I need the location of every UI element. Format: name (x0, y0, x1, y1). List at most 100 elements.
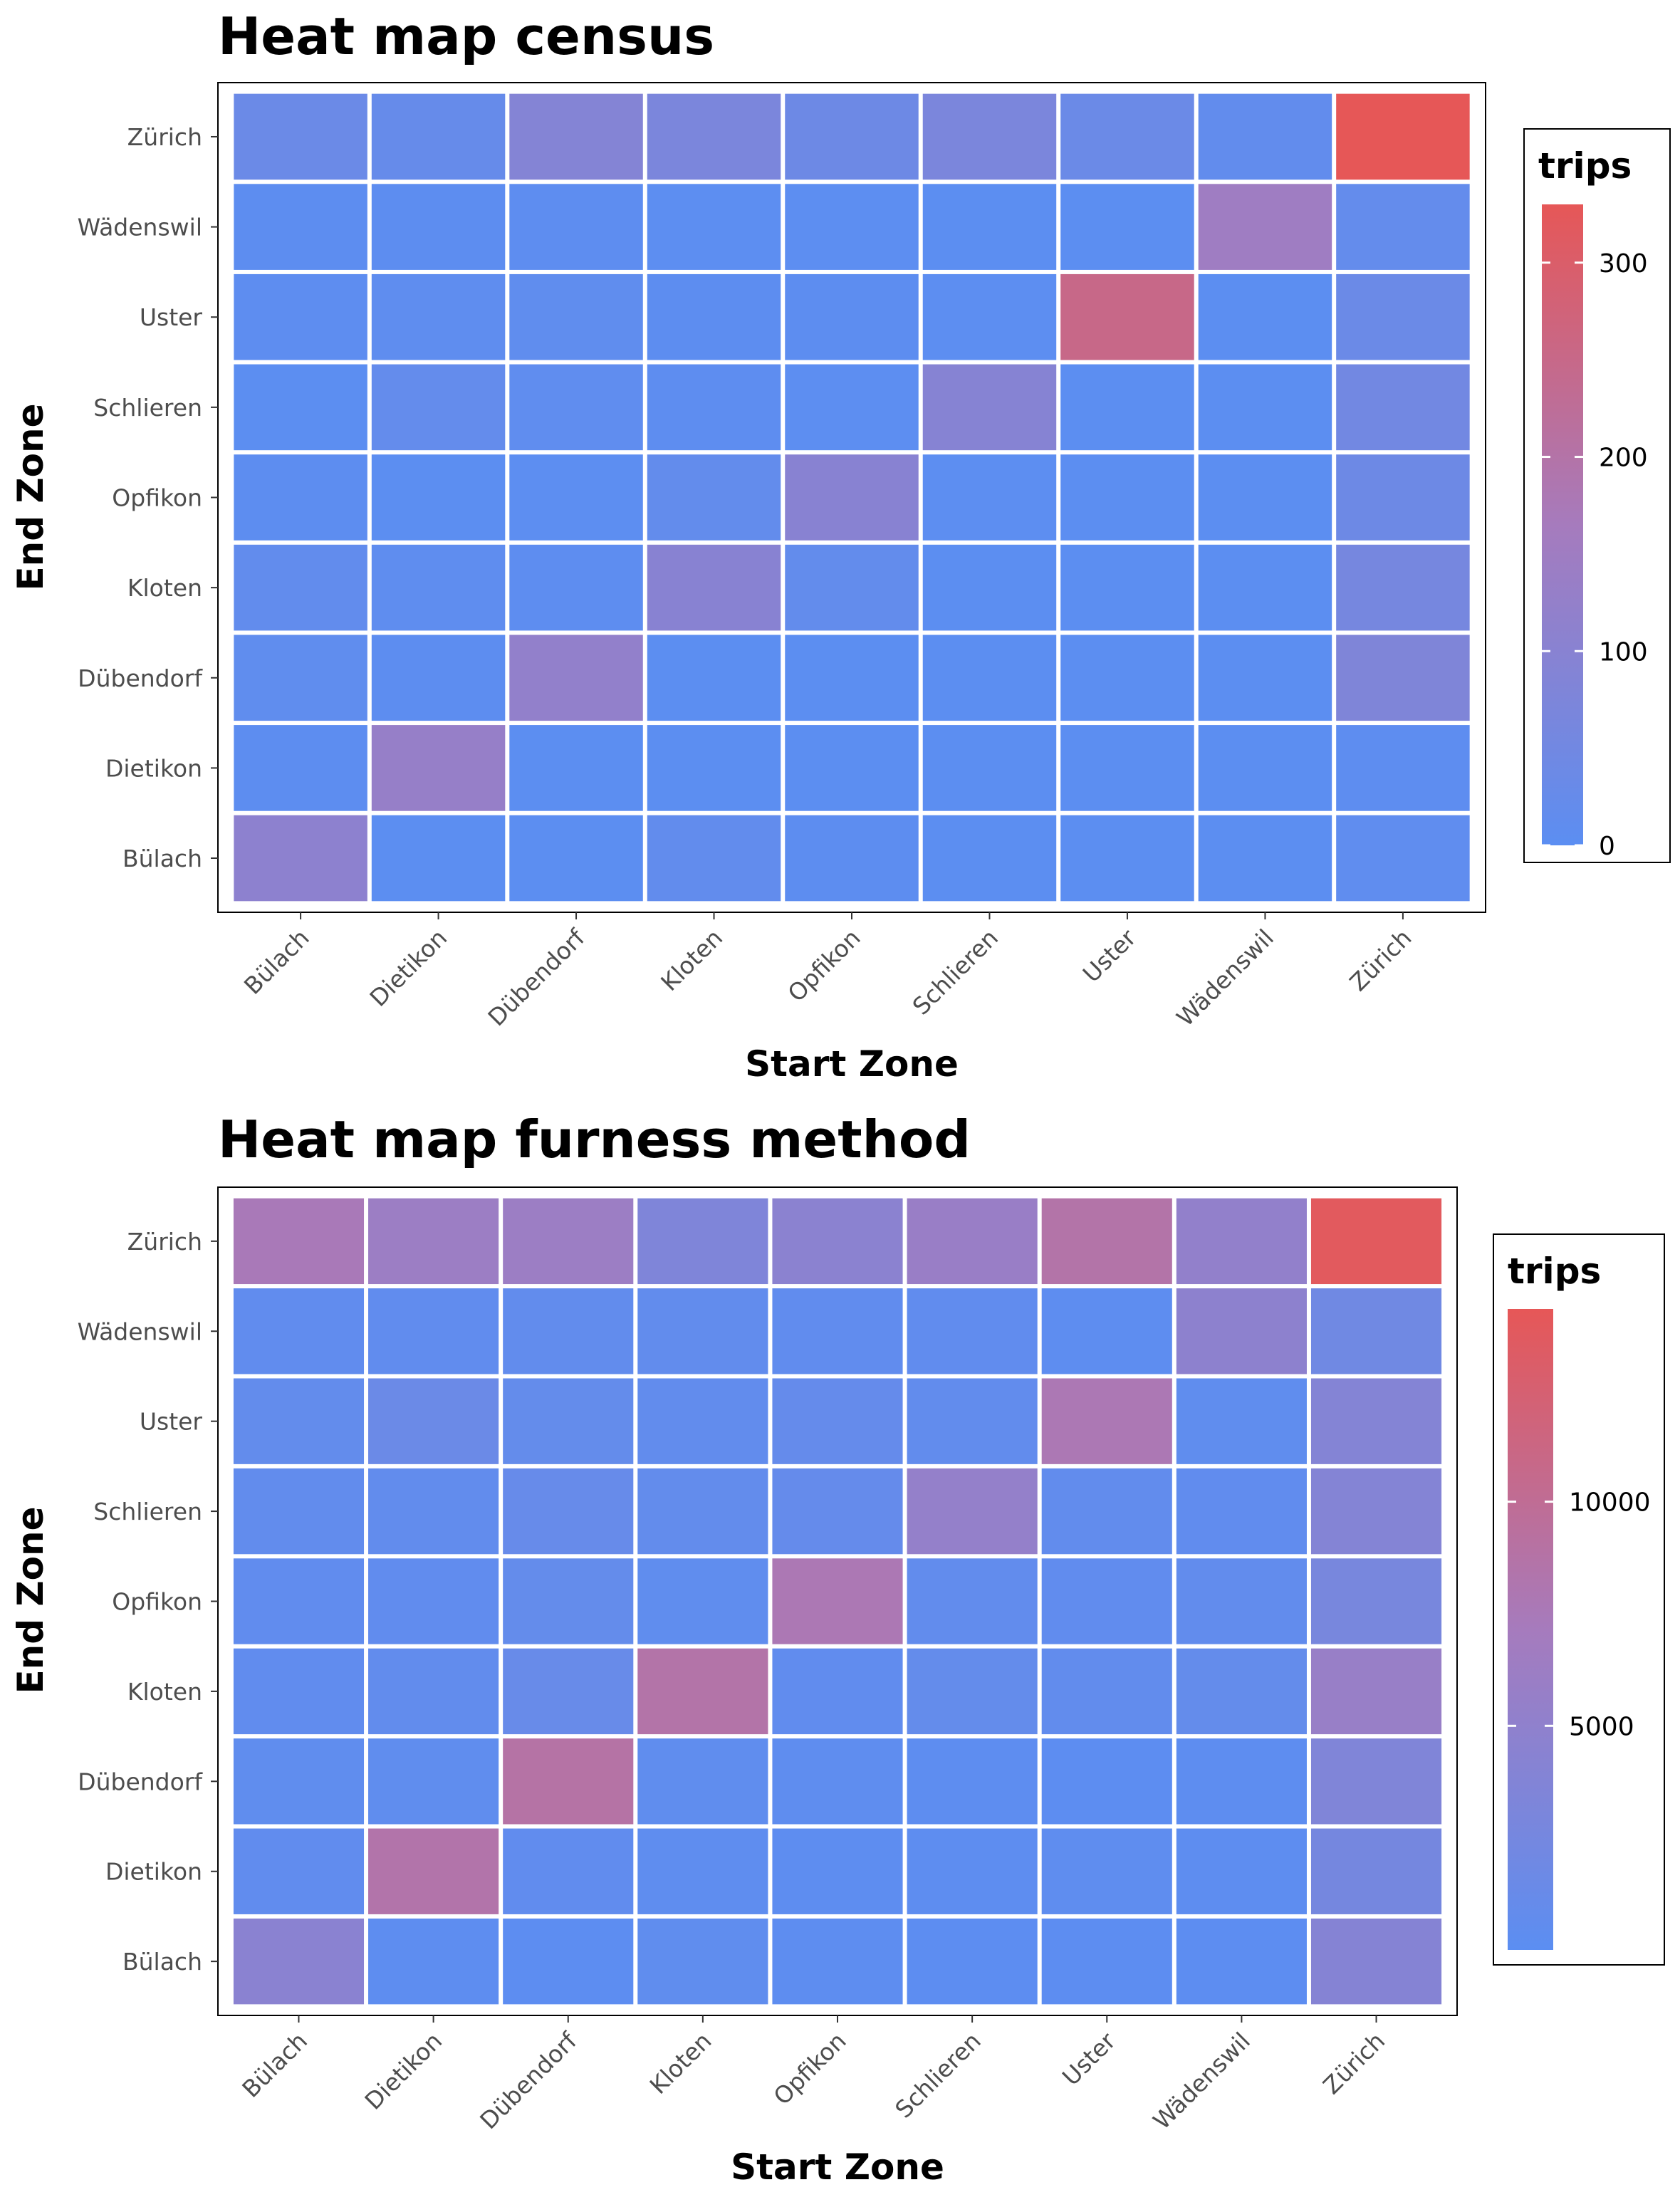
census-legend-ticks: 0 100 200 300 (1542, 249, 1648, 861)
census-tile-zürich-bülach (1336, 815, 1470, 902)
furness-tile-schlieren-wädenswil (907, 1288, 1038, 1374)
census-tile-kloten-wädenswil (647, 184, 781, 270)
furness-tile-zürich-zürich (1310, 1198, 1442, 1285)
census-tile-opfikon-uster (785, 273, 919, 360)
census-tile-bülach-wädenswil (234, 184, 367, 270)
census-x-tick-label: Uster (1078, 924, 1142, 988)
census-tile-dietikon-bülach (371, 815, 506, 902)
census-tile-bülach-bülach (234, 815, 367, 902)
furness-y-tick-label: Uster (140, 1408, 203, 1436)
furness-tile-zürich-dübendorf (1310, 1738, 1442, 1825)
furness-tile-zürich-bülach (1310, 1918, 1442, 2005)
census-y-tick-label: Zürich (127, 123, 202, 151)
furness-y-tick-label: Dietikon (105, 1858, 202, 1886)
furness-tile-opfikon-bülach (772, 1918, 903, 2005)
census-legend-colorbar (1542, 204, 1583, 845)
census-tile-dübendorf-schlieren (509, 364, 643, 451)
furness-x-tick-label: Bülach (236, 2027, 313, 2103)
furness-tile-dübendorf-schlieren (503, 1468, 634, 1555)
census-tile-kloten-dietikon (647, 725, 781, 811)
census-tile-kloten-opfikon (647, 454, 781, 541)
census-tile-zürich-uster (1336, 273, 1470, 360)
census-tile-bülach-uster (234, 273, 367, 360)
census-tile-dübendorf-dietikon (509, 725, 643, 811)
furness-tile-dübendorf-opfikon (503, 1558, 634, 1644)
furness-tile-kloten-zürich (637, 1198, 768, 1285)
census-y-tick-label: Kloten (127, 574, 202, 602)
furness-y-tick-label: Kloten (127, 1678, 202, 1706)
census-tile-schlieren-dübendorf (922, 635, 1057, 721)
census-x-axis: Bülach Dietikon Dübendorf Kloten Opfikon Schl… (239, 912, 1417, 1032)
census-legend-box (1523, 128, 1671, 863)
furness-x-tick-label: Opfikon (768, 2027, 851, 2110)
census-tile-zürich-wädenswil (1336, 184, 1470, 270)
census-tile-kloten-bülach (647, 815, 781, 902)
furness-x-axis-title: Start Zone (731, 2146, 944, 2188)
furness-tile-schlieren-bülach (907, 1918, 1038, 2005)
census-y-tick-label: Dübendorf (78, 664, 203, 692)
furness-tile-dübendorf-uster (503, 1378, 634, 1464)
furness-tile-dübendorf-kloten (503, 1648, 634, 1735)
furness-tile-kloten-kloten (637, 1648, 768, 1735)
census-tile-uster-kloten (1060, 544, 1194, 631)
furness-tile-wädenswil-uster (1176, 1378, 1307, 1464)
census-tile-dietikon-opfikon (371, 454, 506, 541)
furness-tile-wädenswil-schlieren (1176, 1468, 1307, 1555)
furness-tile-dübendorf-dübendorf (503, 1738, 634, 1825)
census-tile-uster-bülach (1060, 815, 1194, 902)
census-tile-bülach-zürich (234, 93, 367, 180)
census-tile-dübendorf-uster (509, 273, 643, 360)
census-tile-opfikon-zürich (785, 93, 919, 180)
census-tile-opfikon-opfikon (785, 454, 919, 541)
census-tile-uster-schlieren (1060, 364, 1194, 451)
furness-tile-dietikon-opfikon (368, 1558, 499, 1644)
furness-tile-schlieren-opfikon (907, 1558, 1038, 1644)
furness-tile-uster-uster (1041, 1378, 1172, 1464)
census-tile-dietikon-wädenswil (371, 184, 506, 270)
census-tile-kloten-dübendorf (647, 635, 781, 721)
census-tile-wädenswil-schlieren (1198, 364, 1332, 451)
census-tile-schlieren-opfikon (922, 454, 1057, 541)
furness-tile-opfikon-dübendorf (772, 1738, 903, 1825)
furness-tile-opfikon-kloten (772, 1648, 903, 1735)
furness-x-tick-label: Dietikon (359, 2027, 447, 2115)
furness-legend-title: trips (1508, 1251, 1601, 1292)
census-tile-uster-dietikon (1060, 725, 1194, 811)
census-tile-kloten-uster (647, 273, 781, 360)
census-x-tick-label: Wädenswil (1171, 924, 1279, 1032)
census-tile-wädenswil-kloten (1198, 544, 1332, 631)
census-y-tick-label: Schlieren (93, 394, 202, 422)
census-tile-kloten-schlieren (647, 364, 781, 451)
furness-tile-kloten-uster (637, 1378, 768, 1464)
census-tile-bülach-dietikon (234, 725, 367, 811)
census-y-tick-label: Wädenswil (78, 214, 202, 241)
census-tile-schlieren-wädenswil (922, 184, 1057, 270)
furness-tile-dietikon-wädenswil (368, 1288, 499, 1374)
census-tile-zürich-schlieren (1336, 364, 1470, 451)
census-tile-opfikon-bülach (785, 815, 919, 902)
furness-tile-wädenswil-wädenswil (1176, 1288, 1307, 1374)
census-tile-dietikon-kloten (371, 544, 506, 631)
census-x-tick-label: Kloten (655, 924, 728, 996)
census-legend-tick-label: 300 (1599, 249, 1648, 278)
furness-tile-zürich-dietikon (1310, 1828, 1442, 1914)
furness-tile-wädenswil-dübendorf (1176, 1738, 1307, 1825)
census-tile-zürich-kloten (1336, 544, 1470, 631)
census-tile-opfikon-wädenswil (785, 184, 919, 270)
furness-tile-kloten-opfikon (637, 1558, 768, 1644)
furness-tile-bülach-uster (233, 1378, 365, 1464)
census-tile-wädenswil-opfikon (1198, 454, 1332, 541)
furness-tile-bülach-zürich (233, 1198, 365, 1285)
census-tile-schlieren-zürich (922, 93, 1057, 180)
census-tile-schlieren-uster (922, 273, 1057, 360)
furness-y-axis-title: End Zone (10, 1506, 51, 1694)
census-tile-schlieren-kloten (922, 544, 1057, 631)
census-tile-dietikon-uster (371, 273, 506, 360)
census-tile-wädenswil-dübendorf (1198, 635, 1332, 721)
furness-tile-bülach-opfikon (233, 1558, 365, 1644)
furness-tile-kloten-schlieren (637, 1468, 768, 1555)
furness-tile-wädenswil-dietikon (1176, 1828, 1307, 1914)
furness-tile-dübendorf-zürich (503, 1198, 634, 1285)
census-y-tick-label: Bülach (122, 845, 202, 872)
